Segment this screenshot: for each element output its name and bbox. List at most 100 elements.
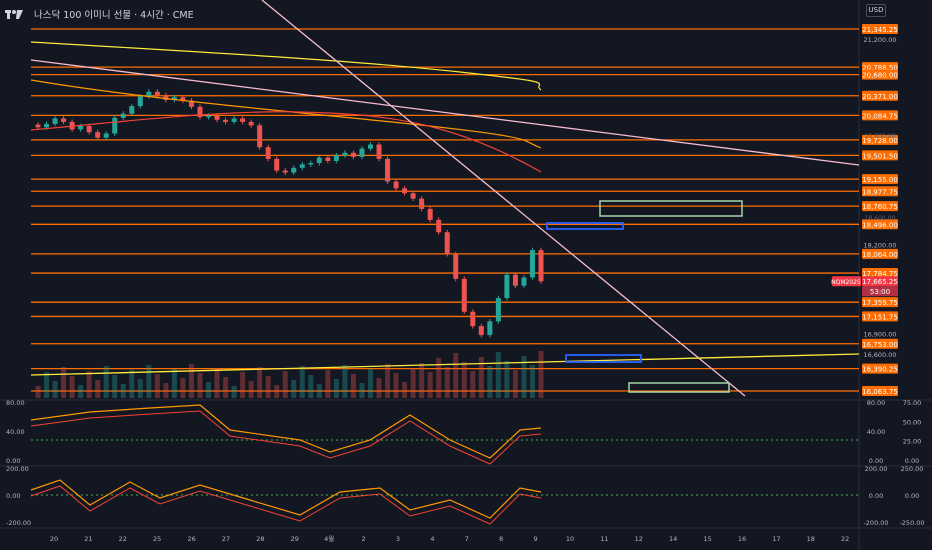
candle-body bbox=[112, 117, 118, 134]
volume-bar bbox=[512, 370, 518, 398]
candle-body bbox=[410, 193, 416, 199]
candle-body bbox=[393, 181, 399, 189]
candle-body bbox=[461, 278, 467, 312]
candle-body bbox=[78, 126, 84, 130]
price-label: 20,680.00 bbox=[862, 72, 898, 80]
time-label: 4월 bbox=[324, 534, 334, 543]
candle-body bbox=[240, 118, 246, 122]
candle-body bbox=[367, 144, 373, 149]
indicator-2-axis-left: 0.00 bbox=[6, 492, 20, 500]
volume-bar bbox=[223, 377, 229, 398]
candle-body bbox=[137, 96, 143, 107]
indicator-1-axis-right-level: 0.00 bbox=[869, 457, 883, 465]
candle-body bbox=[419, 198, 425, 209]
volume-bar bbox=[487, 366, 493, 398]
candle-body bbox=[61, 118, 67, 122]
volume-bar bbox=[120, 384, 126, 398]
volume-bar bbox=[291, 380, 297, 398]
price-tick: 16,600.00 bbox=[863, 351, 896, 359]
candle-body bbox=[521, 277, 527, 286]
volume-bar bbox=[146, 365, 152, 398]
volume-bar bbox=[103, 366, 109, 398]
candle-body bbox=[470, 311, 476, 327]
price-label-bg bbox=[862, 219, 898, 230]
symbol-tag-bg bbox=[832, 276, 861, 287]
candle-body bbox=[529, 250, 535, 278]
volume-bar bbox=[385, 364, 391, 398]
volume-bar bbox=[444, 367, 450, 398]
volume-bar bbox=[350, 374, 356, 398]
candle-body bbox=[495, 298, 501, 322]
volume-bar bbox=[274, 385, 280, 398]
indicator-2-line-a bbox=[30, 479, 542, 519]
zone-box-green-lower bbox=[628, 382, 730, 393]
time-label: 8 bbox=[499, 535, 503, 543]
candle-body bbox=[436, 219, 442, 233]
indicator-2-axis-right: -250.00 bbox=[899, 519, 924, 527]
price-tick-faint: 19,800.00 bbox=[865, 133, 896, 140]
candle-body bbox=[325, 157, 331, 161]
price-tick-faint: 18,600.00 bbox=[865, 215, 896, 222]
candle-body bbox=[308, 163, 314, 165]
price-label: 18,496.00 bbox=[862, 221, 898, 229]
volume-bar bbox=[529, 365, 535, 398]
candle-body bbox=[538, 250, 544, 282]
volume-bar bbox=[402, 382, 408, 398]
volume-bar bbox=[504, 361, 510, 398]
candle-body bbox=[385, 158, 391, 182]
price-tick: 18,200.00 bbox=[863, 242, 896, 250]
candle-body bbox=[206, 115, 212, 118]
price-label-bg bbox=[862, 90, 898, 101]
price-label: 19,728.00 bbox=[862, 137, 898, 145]
price-label-bg bbox=[862, 338, 898, 349]
candle-body bbox=[120, 113, 126, 118]
indicator-2-line-b bbox=[30, 485, 542, 525]
volume-bar bbox=[470, 371, 476, 398]
volume-bar bbox=[538, 351, 544, 398]
candle-body bbox=[197, 106, 203, 118]
volume-bar bbox=[367, 369, 373, 398]
volume-bar bbox=[521, 356, 527, 398]
volume-bar bbox=[95, 380, 101, 398]
indicator-1-axis-right: 50.00 bbox=[903, 418, 922, 426]
indicator-1-axis-left: 40.00 bbox=[6, 428, 25, 436]
time-label: 11 bbox=[600, 535, 608, 543]
volume-bar bbox=[197, 373, 203, 398]
currency-button[interactable]: USD bbox=[866, 4, 886, 17]
indicator-1-axis-right: 25.00 bbox=[903, 438, 922, 446]
time-label: 29 bbox=[291, 535, 299, 543]
volume-bar bbox=[240, 372, 246, 398]
price-label: 16,753.00 bbox=[862, 341, 898, 349]
time-label: 12 bbox=[635, 535, 643, 543]
candle-body bbox=[316, 157, 322, 164]
candle-body bbox=[291, 167, 297, 173]
price-label-bg bbox=[862, 186, 898, 197]
price-label: 20,371.00 bbox=[862, 93, 898, 101]
countdown-bg bbox=[862, 286, 898, 297]
volume-bar bbox=[248, 381, 254, 398]
price-label: 17,665.25 bbox=[862, 278, 898, 286]
price-label-bg bbox=[862, 134, 898, 145]
time-label: 2 bbox=[362, 535, 366, 543]
indicator-2-axis-right-level: 200.00 bbox=[865, 465, 888, 473]
indicator-1-line-b bbox=[30, 410, 542, 465]
candle-body bbox=[44, 123, 50, 128]
candle-body bbox=[248, 121, 254, 126]
time-label: 25 bbox=[153, 535, 161, 543]
volume-bar bbox=[436, 358, 442, 398]
volume-bar bbox=[325, 370, 331, 398]
price-label-bg bbox=[862, 150, 898, 161]
volume-bar bbox=[419, 363, 425, 398]
candle-body bbox=[299, 164, 305, 168]
price-label-bg bbox=[862, 110, 898, 121]
price-label: 17,359.75 bbox=[862, 299, 898, 307]
time-label: 27 bbox=[222, 535, 230, 543]
price-label: 16,063.75 bbox=[862, 388, 898, 396]
candle-body bbox=[35, 124, 41, 128]
zone-box-blue-lower bbox=[565, 354, 642, 363]
price-label-bg bbox=[862, 248, 898, 259]
candle-body bbox=[86, 126, 92, 133]
volume-bar bbox=[308, 375, 314, 398]
volume-bar bbox=[342, 365, 348, 398]
